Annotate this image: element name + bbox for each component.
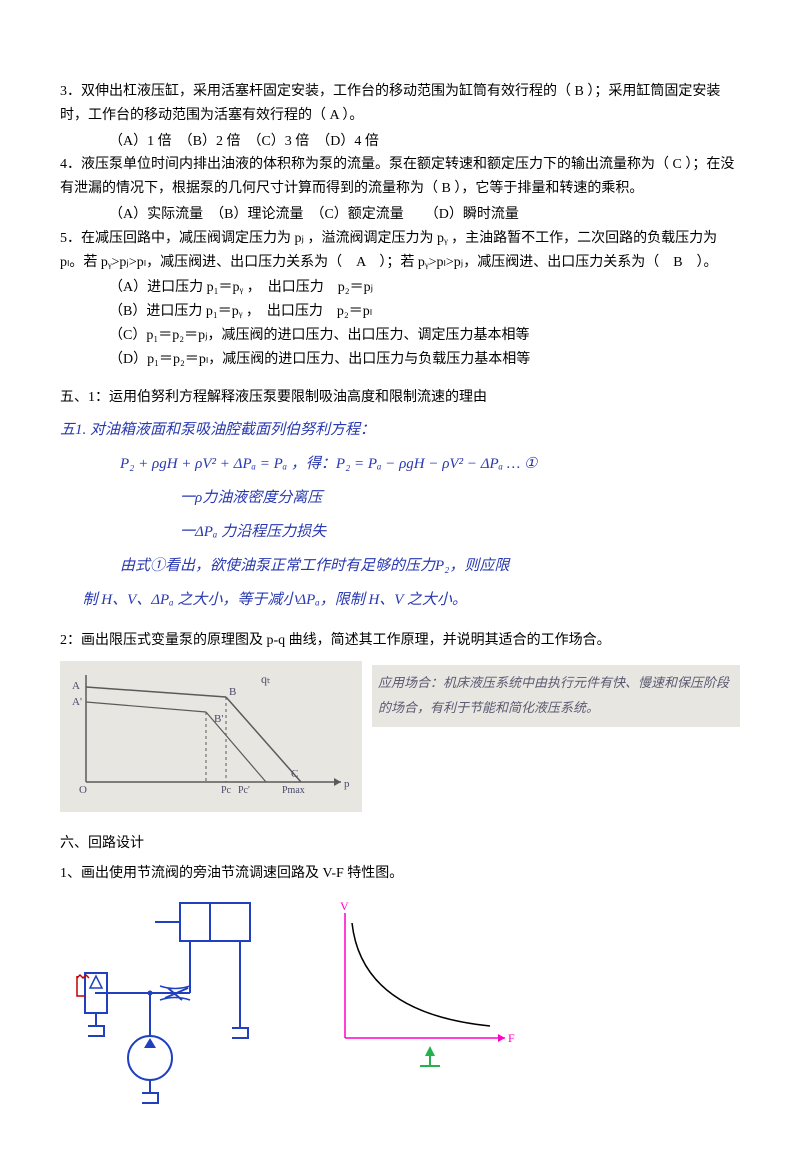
svg-text:p: p: [344, 778, 350, 790]
svg-text:F: F: [508, 1031, 515, 1045]
svg-text:Pc': Pc': [238, 785, 250, 796]
svg-text:qₜ: qₜ: [261, 672, 271, 686]
svg-text:Pc: Pc: [221, 785, 232, 796]
pq-side-note: 应用场合：机床液压系统中由执行元件有快、慢速和保压阶段的场合，有利于节能和简化液…: [372, 665, 740, 726]
hw-line-1: 五1. 对油箱液面和泵吸油腔截面列伯努利方程：: [60, 415, 740, 445]
svg-text:B: B: [229, 686, 236, 698]
pq-curve-diagram: A A' B B' C Pc Pc' Pmax O p qₜ: [60, 661, 362, 812]
q4-text: 4．液压泵单位时间内排出油液的体积称为泵的流量。泵在额定转速和额定压力下的输出流…: [60, 153, 740, 201]
svg-text:A: A: [72, 680, 80, 692]
pq-curve-svg: A A' B B' C Pc Pc' Pmax O p qₜ: [66, 667, 356, 797]
q5-text: 5．在减压回路中，减压阀调定压力为 pⱼ ，溢流阀调定压力为 pᵧ ，主油路暂不…: [60, 227, 740, 275]
svg-text:A': A': [72, 696, 82, 708]
section6-sub1: 1、画出使用节流阀的旁油节流调速回路及 V-F 特性图。: [60, 862, 740, 886]
q3-options: （A）1 倍 （B）2 倍 （C）3 倍 （D）4 倍: [60, 130, 740, 154]
svg-text:V: V: [340, 899, 349, 913]
svg-text:Pmax: Pmax: [282, 785, 305, 796]
pq-figure-row: A A' B B' C Pc Pc' Pmax O p qₜ 应用场合：机床液压…: [60, 661, 740, 812]
circuit-figure-row: F V: [60, 898, 740, 1108]
section5-1-title: 五、1：运用伯努利方程解释液压泵要限制吸油高度和限制流速的理由: [60, 386, 740, 410]
hw-line-4: 一ΔPₐ 力沿程压力损失: [60, 517, 740, 547]
hw-line-2: P₂ + ρgH + ρV² + ΔPₐ = Pₐ ，得：P₂ = Pₐ − ρ…: [60, 449, 740, 479]
q5-opt-a: （A）进口压力 p₁＝pᵧ ， 出口压力 p₂＝pⱼ: [60, 276, 740, 300]
q4-options: （A）实际流量 （B）理论流量 （C）额定流量 （D）瞬时流量: [60, 203, 740, 227]
hw-line-6: 制 H、V、ΔPₐ 之大小，等于减小ΔPₐ，限制 H、V 之大小。: [60, 585, 740, 615]
q5-opt-b: （B）进口压力 p₁＝pᵧ ， 出口压力 p₂＝pₗ: [60, 300, 740, 324]
hw-line-5: 由式①看出，欲使油泵正常工作时有足够的压力P₂，则应限: [60, 551, 740, 581]
vf-curve-svg: F V: [320, 898, 520, 1068]
q5-opt-d: （D）p₁＝p₂＝pₗ，减压阀的进口压力、出口压力与负载压力基本相等: [60, 348, 740, 372]
section6-title: 六、回路设计: [60, 832, 740, 856]
svg-text:B': B': [214, 713, 223, 725]
hw-line-3: 一ρ力油液密度分离压: [60, 483, 740, 513]
q5-opt-c: （C）p₁＝p₂＝pⱼ，减压阀的进口压力、出口压力、调定压力基本相等: [60, 324, 740, 348]
svg-text:C: C: [291, 768, 298, 780]
hydraulic-circuit-svg: [60, 898, 280, 1108]
section5-2-title: 2：画出限压式变量泵的原理图及 p-q 曲线，简述其工作原理，并说明其适合的工作…: [60, 629, 740, 653]
q3-text: 3．双伸出杠液压缸，采用活塞杆固定安装，工作台的移动范围为缸筒有效行程的（ B …: [60, 80, 740, 128]
svg-text:O: O: [79, 784, 87, 796]
